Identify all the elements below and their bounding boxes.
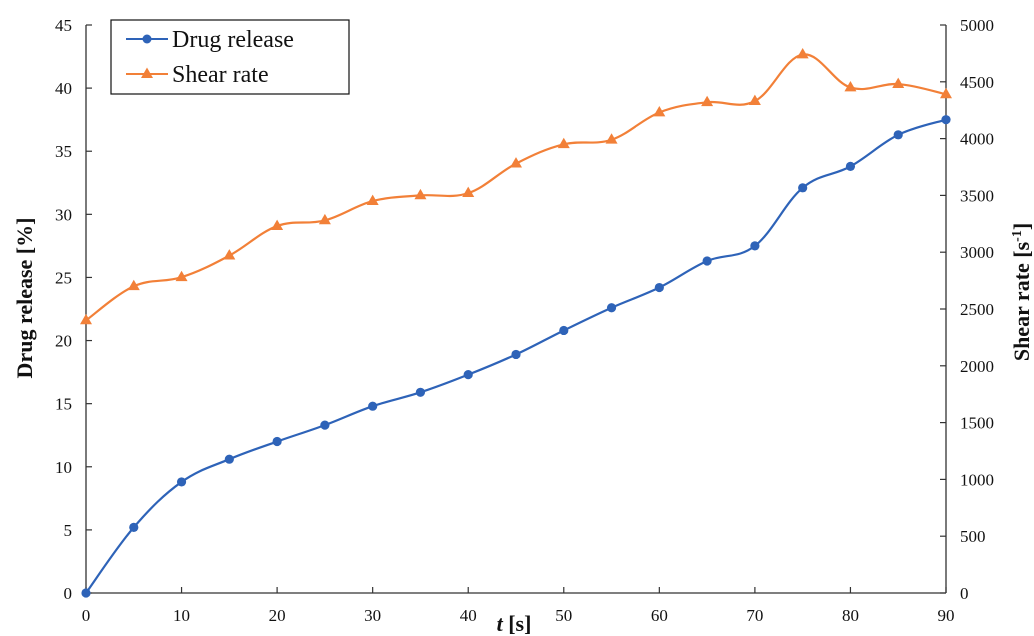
y-tick-label: 35 (55, 142, 72, 161)
y-axis-right-title-base: Shear rate [s (1009, 241, 1034, 361)
y-axis-right-ticks: 0 500 1000 1500 2000 2500 3000 3500 4000 4500 5000 (940, 16, 994, 603)
x-tick-label: 90 (938, 606, 955, 625)
y2-tick-label: 2000 (960, 357, 994, 376)
data-point-shear-rate (366, 194, 379, 205)
data-point-shear-rate (510, 157, 522, 168)
y-tick-label: 45 (55, 16, 72, 35)
data-point-shear-rate (748, 94, 761, 106)
data-point-shear-rate (223, 249, 236, 260)
legend-item-drug-release: Drug release (126, 27, 294, 53)
data-point-shear-rate (605, 133, 618, 144)
data-point-drug-release (606, 303, 617, 313)
y2-tick-label: 4000 (960, 130, 994, 149)
y2-tick-label: 3500 (960, 186, 994, 205)
data-point-drug-release (81, 588, 91, 598)
x-tick-label: 80 (842, 606, 859, 625)
y2-tick-label: 2500 (960, 300, 994, 319)
x-axis-title-var: t (497, 611, 504, 636)
data-point-shear-rate (127, 279, 140, 291)
data-point-shear-rate (557, 137, 570, 149)
data-point-drug-release (798, 183, 808, 193)
y2-tick-label: 500 (960, 527, 986, 546)
data-point-shear-rate (462, 186, 475, 198)
data-point-shear-rate (80, 313, 92, 325)
series-drug-release (81, 115, 951, 598)
y-tick-label: 40 (55, 79, 72, 98)
data-point-drug-release (224, 454, 234, 464)
legend-circle-marker (142, 34, 152, 44)
y2-tick-label: 4500 (960, 73, 994, 92)
y-axis-right-title-end: ] (1009, 223, 1034, 230)
data-point-shear-rate (892, 77, 905, 88)
data-point-drug-release (415, 387, 426, 397)
data-point-drug-release (750, 241, 760, 251)
legend-box (110, 19, 350, 95)
plot-area (85, 25, 947, 594)
y2-tick-label: 0 (960, 584, 969, 603)
legend-label-shear-rate: Shear rate (172, 62, 269, 88)
data-point-drug-release (941, 115, 951, 125)
y2-tick-label: 5000 (960, 16, 994, 35)
data-point-drug-release (129, 522, 139, 532)
y-tick-label: 15 (55, 395, 72, 414)
data-point-drug-release (702, 256, 712, 266)
data-point-shear-rate (271, 219, 284, 230)
data-point-shear-rate (940, 87, 952, 99)
legend-label-drug-release: Drug release (172, 27, 294, 53)
x-tick-label: 20 (269, 606, 286, 625)
data-point-shear-rate (653, 105, 666, 117)
y2-tick-label: 1000 (960, 470, 994, 489)
data-point-drug-release (463, 370, 473, 380)
data-point-drug-release (511, 349, 521, 360)
data-point-drug-release (320, 420, 330, 430)
data-point-shear-rate (175, 270, 188, 282)
data-point-drug-release (845, 161, 856, 171)
series-shear-rate (80, 48, 952, 325)
data-point-drug-release (368, 401, 378, 411)
x-tick-label: 60 (651, 606, 668, 625)
y-tick-label: 25 (55, 268, 72, 287)
x-tick-label: 70 (746, 606, 763, 625)
y-axis-right-title-sup: -1 (1010, 230, 1025, 242)
y2-tick-label: 3000 (960, 243, 994, 262)
data-point-drug-release (559, 325, 569, 336)
data-point-drug-release (893, 130, 903, 140)
legend-item-shear-rate: Shear rate (126, 62, 269, 88)
y2-tick-label: 1500 (960, 414, 994, 433)
y-tick-label: 10 (55, 458, 72, 477)
y-axis-right-title: Shear rate [s-1] (1009, 223, 1034, 361)
x-tick-label: 40 (460, 606, 477, 625)
series-layer (80, 48, 952, 598)
data-point-shear-rate (701, 95, 714, 107)
x-axis-title-unit: [s] (503, 611, 532, 636)
legend: Drug release Shear rate (110, 19, 350, 95)
y-tick-label: 30 (55, 205, 72, 224)
data-point-shear-rate (844, 80, 857, 92)
x-tick-label: 30 (364, 606, 381, 625)
x-axis-title: t [s] (497, 611, 532, 636)
data-point-drug-release (272, 436, 282, 447)
y-tick-label: 0 (64, 584, 73, 603)
data-point-shear-rate (796, 48, 809, 59)
y-axis-left-title: Drug release [%] (12, 218, 37, 379)
y-tick-label: 5 (64, 521, 73, 540)
data-point-shear-rate (414, 188, 427, 200)
data-point-drug-release (176, 477, 187, 487)
y-tick-label: 20 (55, 332, 72, 351)
x-tick-label: 10 (173, 606, 190, 625)
x-axis-ticks: 0 10 20 30 40 50 60 70 80 90 (82, 587, 955, 625)
x-tick-label: 0 (82, 606, 91, 625)
x-tick-label: 50 (555, 606, 572, 625)
legend-triangle-marker (141, 67, 153, 78)
y-axis-left-ticks: 0 5 10 15 20 25 30 35 40 45 (55, 16, 92, 603)
data-point-shear-rate (318, 213, 331, 225)
data-point-drug-release (654, 282, 664, 293)
